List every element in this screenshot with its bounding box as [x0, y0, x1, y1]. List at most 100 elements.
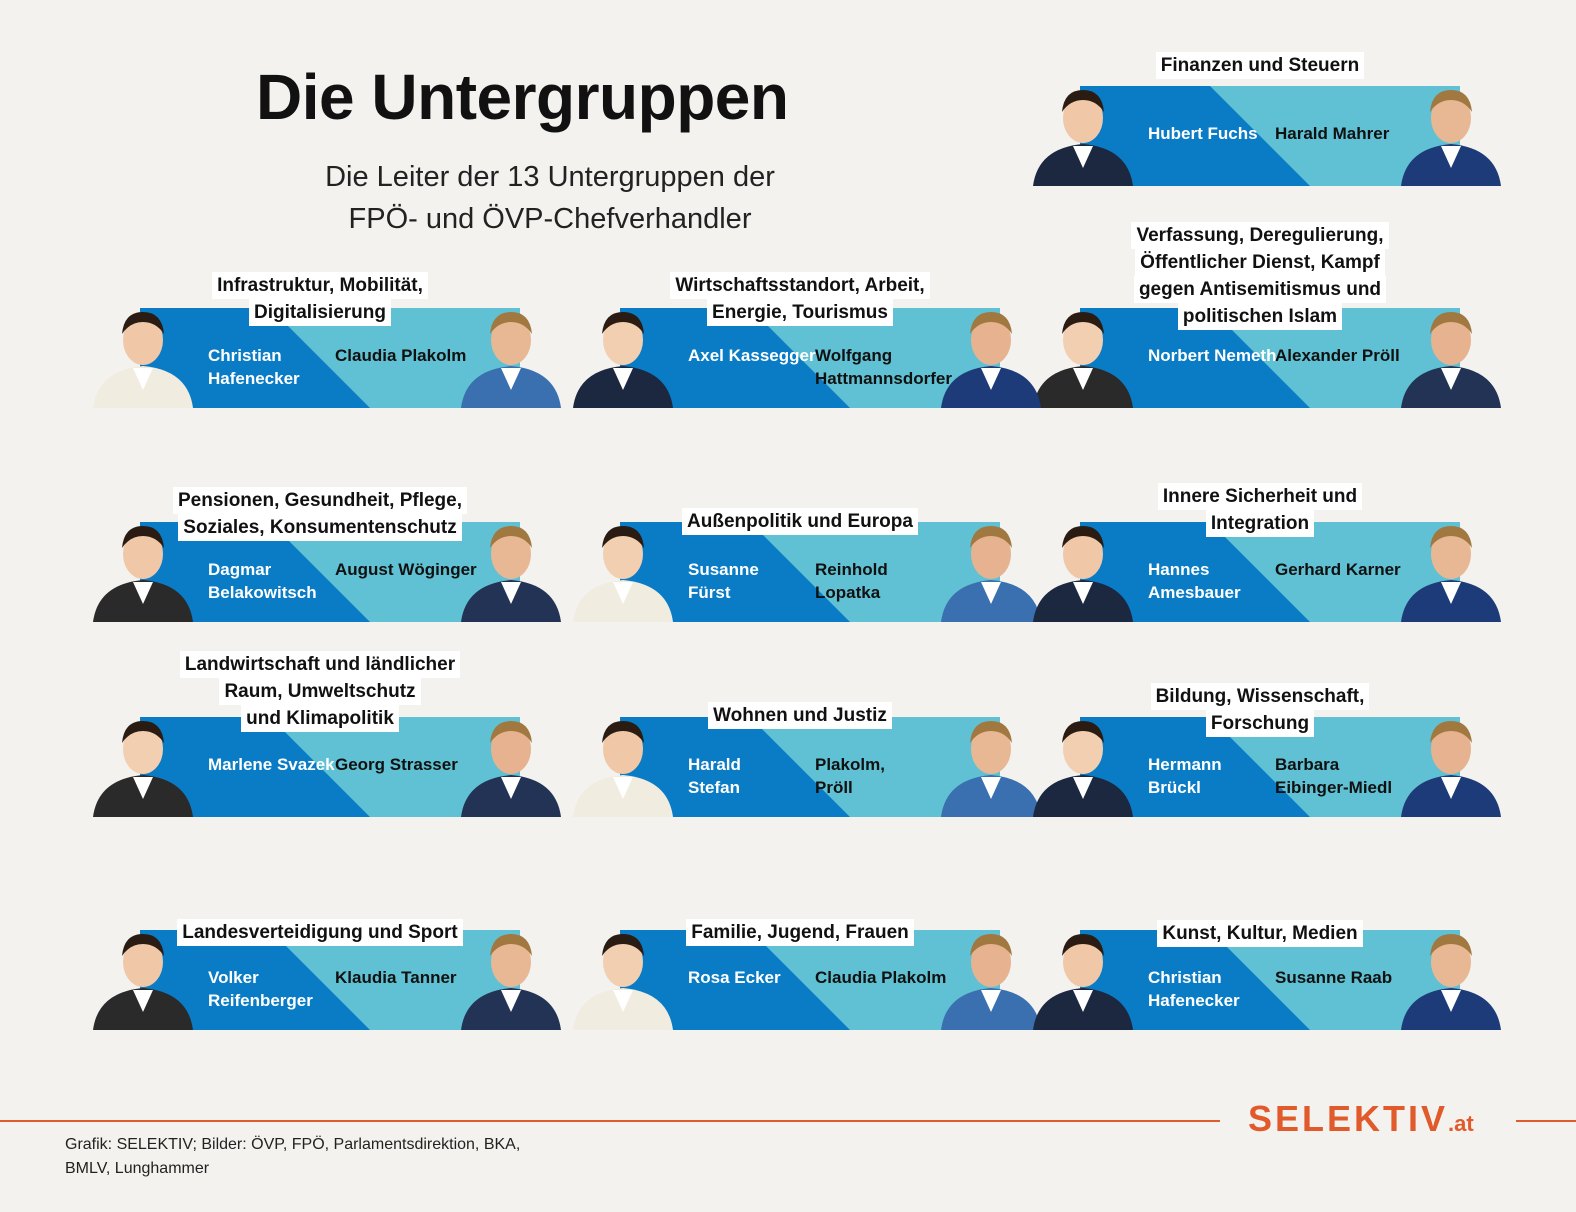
portrait-left	[88, 709, 198, 817]
group-title: Innere Sicherheit und Integration	[1040, 483, 1480, 537]
leader-left: Hubert Fuchs	[1148, 124, 1258, 143]
group-title: Wohnen und Justiz	[580, 702, 1020, 729]
portrait-left	[568, 709, 678, 817]
group-card: Landesverteidigung und Sport Volker Reif…	[93, 919, 561, 1032]
group-band	[1080, 717, 1460, 817]
group-title: Infrastruktur, Mobilität, Digitalisierung	[100, 272, 540, 326]
portrait-right	[1396, 300, 1506, 408]
group-band	[1080, 522, 1460, 622]
leader-right: Harald Mahrer	[1275, 124, 1390, 143]
portrait-left	[568, 922, 678, 1030]
group-title-line: und Klimapolitik	[241, 705, 399, 732]
group-band	[140, 717, 520, 817]
group-card: Wirtschaftsstandort, Arbeit, Energie, Tou…	[573, 272, 1041, 410]
selektiv-logo[interactable]: SELEKTIV.at	[1248, 1098, 1474, 1139]
group-band	[620, 930, 1000, 1030]
portrait-right	[456, 922, 566, 1030]
portrait-right	[1396, 514, 1506, 622]
group-title-line: Forschung	[1205, 710, 1315, 737]
leader-left: Marlene Svazek	[208, 755, 335, 774]
leader-left: Rosa Ecker	[688, 968, 781, 987]
group-title: Außenpolitik und Europa	[580, 508, 1020, 535]
leader-right: Wolfgang Hattmannsdorfer	[815, 346, 952, 388]
group-title-line: Innere Sicherheit und	[1157, 483, 1363, 510]
group-card: Familie, Jugend, Frauen Rosa Ecker Claud…	[573, 919, 1041, 1032]
portrait-left	[1028, 514, 1138, 622]
leader-left: Christian Hafenecker	[208, 346, 300, 388]
group-card: Pensionen, Gesundheit, Pflege, Soziales, …	[93, 487, 561, 624]
portrait-right	[936, 709, 1046, 817]
group-title-line: Verfassung, Deregulierung,	[1131, 222, 1389, 249]
group-title-line: Bildung, Wissenschaft,	[1150, 683, 1370, 710]
group-title-line: Wohnen und Justiz	[708, 702, 892, 729]
group-title-line: gegen Antisemitismus und	[1133, 276, 1387, 303]
leader-left: Susanne Fürst	[688, 560, 759, 602]
portrait-left	[568, 514, 678, 622]
group-title-line: Raum, Umweltschutz	[219, 678, 421, 705]
group-title: Landwirtschaft und ländlicher Raum, Umwel…	[100, 651, 540, 732]
group-card: Finanzen und Steuern Hubert Fuchs Harald…	[1033, 52, 1501, 188]
leader-left: Hannes Amesbauer	[1148, 560, 1241, 602]
leader-right: Claudia Plakolm	[815, 968, 947, 987]
group-band	[620, 522, 1000, 622]
group-card: Infrastruktur, Mobilität, Digitalisierung…	[93, 272, 561, 410]
group-title: Pensionen, Gesundheit, Pflege, Soziales, …	[100, 487, 540, 541]
group-title-line: politischen Islam	[1177, 303, 1343, 330]
leader-left: Harald Stefan	[688, 755, 741, 797]
portrait-right	[936, 514, 1046, 622]
group-title-line: Landesverteidigung und Sport	[177, 919, 463, 946]
portrait-right	[1396, 922, 1506, 1030]
leader-left: Volker Reifenberger	[208, 968, 313, 1010]
leader-right: Plakolm, Pröll	[815, 755, 885, 797]
portrait-right	[1396, 78, 1506, 186]
page-title: Die Untergruppen	[256, 61, 789, 133]
group-card: Innere Sicherheit und Integration Hannes …	[1033, 483, 1501, 624]
portrait-left	[1028, 709, 1138, 817]
group-title-line: Infrastruktur, Mobilität,	[212, 272, 428, 299]
portrait-right	[936, 300, 1046, 408]
group-card: Außenpolitik und Europa Susanne Fürst Re…	[573, 508, 1041, 624]
group-band	[1080, 86, 1460, 186]
leader-right: Georg Strasser	[335, 755, 458, 774]
leader-right: Gerhard Karner	[1275, 560, 1401, 579]
page-subtitle: Die Leiter der 13 Untergruppen der FPÖ- …	[325, 161, 775, 235]
group-title-line: Landwirtschaft und ländlicher	[179, 651, 461, 678]
group-card: Verfassung, Deregulierung, Öffentlicher D…	[1033, 222, 1501, 410]
portrait-left	[1028, 922, 1138, 1030]
group-band	[620, 717, 1000, 817]
group-band	[140, 930, 520, 1030]
leader-right: Klaudia Tanner	[335, 968, 457, 987]
footer-divider-right	[1516, 1120, 1576, 1122]
leader-left: Christian Hafenecker	[1148, 968, 1240, 1010]
group-card: Kunst, Kultur, Medien Christian Hafeneck…	[1033, 920, 1501, 1032]
group-title-line: Öffentlicher Dienst, Kampf	[1135, 249, 1385, 276]
group-title: Kunst, Kultur, Medien	[1040, 920, 1480, 947]
group-card: Bildung, Wissenschaft, Forschung Hermann …	[1033, 683, 1501, 819]
portrait-right	[456, 709, 566, 817]
group-title-line: Wirtschaftsstandort, Arbeit,	[670, 272, 930, 299]
group-title-line: Kunst, Kultur, Medien	[1157, 920, 1363, 947]
portrait-left	[1028, 300, 1138, 408]
portrait-left	[88, 300, 198, 408]
group-title: Finanzen und Steuern	[1040, 52, 1480, 79]
leader-left: Axel Kassegger	[688, 346, 816, 365]
portrait-right	[456, 514, 566, 622]
leader-right: Susanne Raab	[1275, 968, 1393, 987]
group-title-line: Familie, Jugend, Frauen	[686, 919, 914, 946]
leader-left: Norbert Nemeth	[1148, 346, 1277, 365]
portrait-right	[1396, 709, 1506, 817]
group-title: Verfassung, Deregulierung, Öffentlicher D…	[1040, 222, 1480, 330]
portrait-left	[88, 922, 198, 1030]
group-title-line: Außenpolitik und Europa	[682, 508, 918, 535]
leader-right: Reinhold Lopatka	[815, 560, 888, 602]
leader-right: August Wöginger	[335, 560, 477, 579]
leader-right: Barbara Eibinger-Miedl	[1275, 755, 1393, 797]
portrait-right	[936, 922, 1046, 1030]
group-title: Landesverteidigung und Sport	[100, 919, 540, 946]
leader-right: Claudia Plakolm	[335, 346, 467, 365]
group-title-line: Energie, Tourismus	[707, 299, 893, 326]
leader-left: Hermann Brückl	[1148, 755, 1222, 797]
group-title-line: Finanzen und Steuern	[1155, 52, 1365, 79]
group-title: Bildung, Wissenschaft, Forschung	[1040, 683, 1480, 737]
portrait-left	[1028, 78, 1138, 186]
